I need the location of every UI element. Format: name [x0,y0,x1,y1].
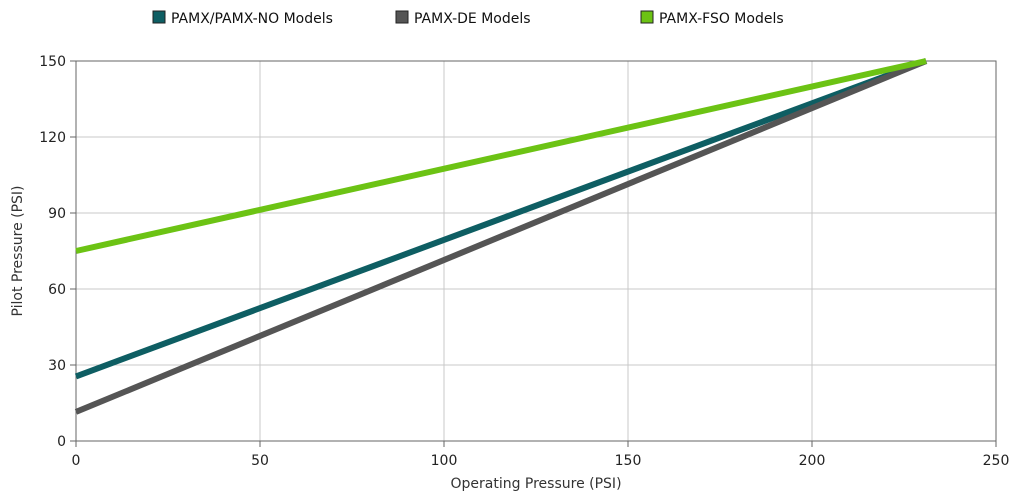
x-tick-label: 0 [72,453,81,469]
legend-label: PAMX-FSO Models [659,11,784,27]
legend-item-2[interactable]: PAMX-FSO Models [640,10,784,27]
legend: PAMX/PAMX-NO Models PAMX-DE Models PAMX-FS… [152,10,784,27]
series-line-1 [74,58,928,415]
x-tick-label: 150 [615,453,642,469]
x-tick-label: 50 [251,453,269,469]
legend-item-0[interactable]: PAMX/PAMX-NO Models [152,10,333,27]
y-tick-label: 30 [48,358,66,374]
legend-label: PAMX/PAMX-NO Models [171,11,333,27]
series-lines [74,58,928,415]
legend-swatch-icon [395,10,409,24]
y-axis-title: Pilot Pressure (PSI) [10,185,26,316]
y-axis-ticks: 0 30 60 90 120 150 [39,54,76,450]
series-line-0 [74,58,928,380]
legend-swatch-icon [152,10,166,24]
grid [76,61,996,441]
x-axis-ticks: 0 50 100 150 200 250 [72,441,1010,469]
legend-label: PAMX-DE Models [414,11,531,27]
series-line-2 [75,58,927,254]
plot-area-border [75,60,997,442]
x-tick-label: 250 [983,453,1010,469]
y-tick-label: 0 [57,434,66,450]
y-tick-label: 60 [48,282,66,298]
x-tick-label: 200 [799,453,826,469]
y-tick-label: 150 [39,54,66,70]
legend-swatch-icon [640,10,654,24]
legend-item-1[interactable]: PAMX-DE Models [395,10,531,27]
y-tick-label: 120 [39,130,66,146]
x-tick-label: 100 [431,453,458,469]
x-axis-title: Operating Pressure (PSI) [450,476,621,491]
y-tick-label: 90 [48,206,66,222]
